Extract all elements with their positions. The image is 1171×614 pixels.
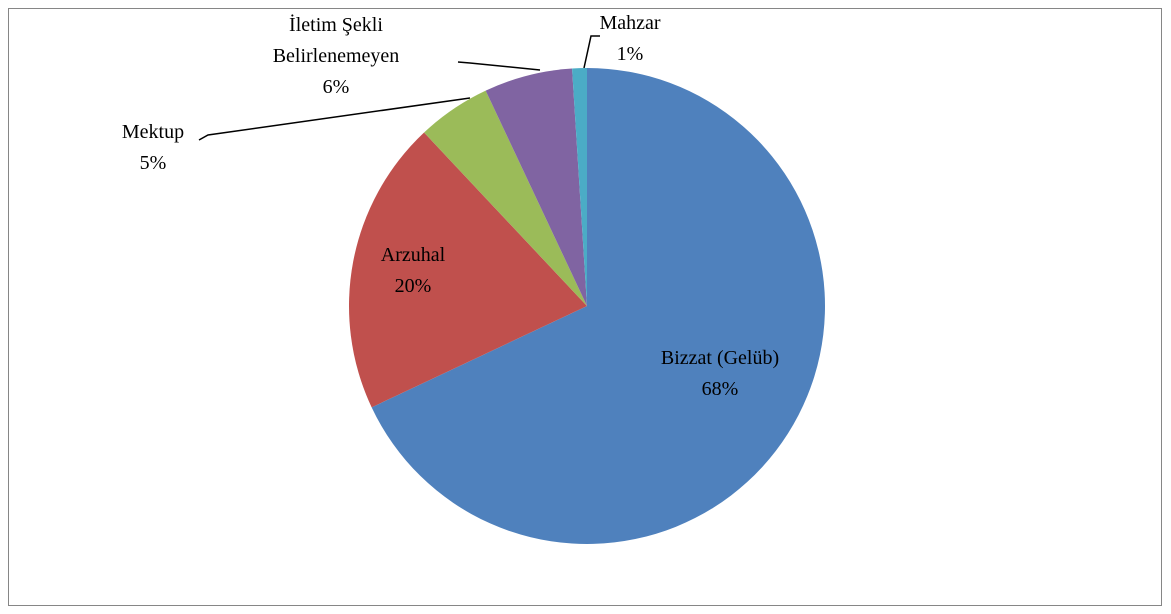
pie-slice <box>572 68 587 306</box>
pie-slice <box>424 90 587 307</box>
slice-value-label: 6% <box>322 76 350 98</box>
slice-label: Mahzar <box>599 12 661 34</box>
slice-value-label: 20% <box>394 275 432 297</box>
leader-line <box>198 97 471 141</box>
slice-label: Mektup <box>121 121 185 143</box>
slice-value-label: 1% <box>616 43 644 65</box>
slice-value-label: 5% <box>139 152 167 174</box>
slice-label: Arzuhal <box>380 244 446 266</box>
pie-slice <box>371 68 825 544</box>
leader-line <box>457 61 541 71</box>
pie-slice <box>349 132 587 408</box>
pie-slice <box>485 68 587 306</box>
slice-value-label: 68% <box>701 378 739 400</box>
leader-line <box>583 35 600 69</box>
slice-label: Bizzat (Gelüb) <box>660 347 780 369</box>
slice-label: İletim Şekli Belirlenemeyen <box>272 14 400 67</box>
